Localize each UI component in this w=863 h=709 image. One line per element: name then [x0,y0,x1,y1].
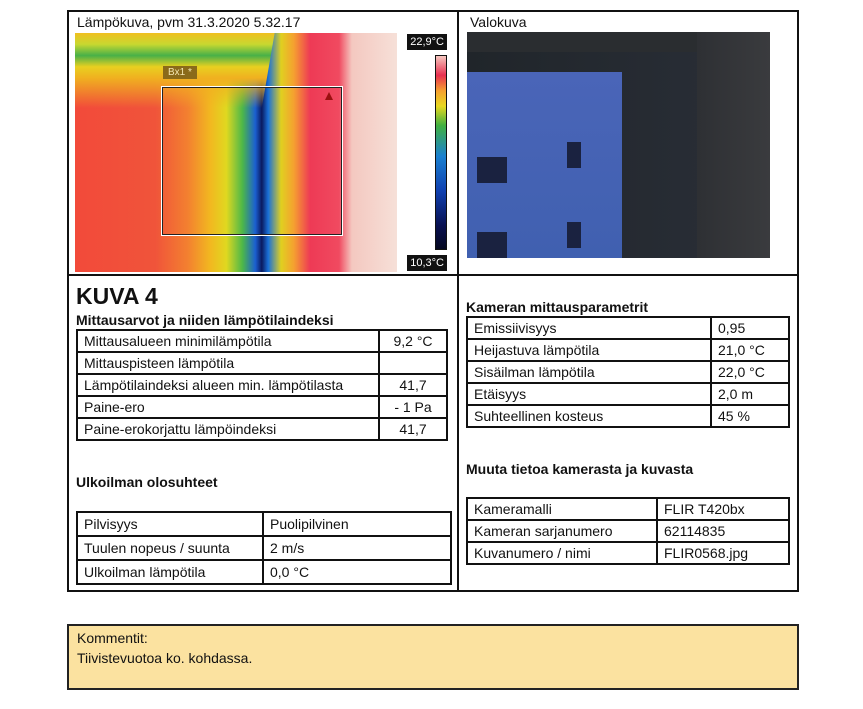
row-label: Kuvanumero / nimi [466,541,658,565]
table-row: Paine-erokorjattu lämpöindeksi 41,7 [76,417,448,441]
photo-wall [697,32,770,258]
thermal-title: Lämpökuva, pvm 31.3.2020 5.32.17 [77,14,301,30]
table-row: Paine-ero - 1 Pa [76,395,448,419]
table-row: Sisäilman lämpötila 22,0 °C [466,360,790,384]
photo-window-frame [467,32,770,52]
row-label: Mittauspisteen lämpötila [76,351,380,375]
row-value: 22,0 °C [710,360,790,384]
table-row: Mittausalueen minimilämpötila 9,2 °C [76,329,448,353]
camera-info-heading: Muuta tietoa kamerasta ja kuvasta [466,461,694,477]
scale-max-label: 22,9°C [407,34,447,50]
table-row: Pilvisyys Puolipilvinen [76,511,452,537]
measurements-heading: Mittausarvot ja niiden lämpötilaindeksi [76,312,334,328]
color-scale-bar [435,55,447,250]
table-row: Kameramalli FLIR T420bx [466,497,790,521]
report-frame [67,10,799,592]
row-value [378,351,448,375]
row-label: Paine-ero [76,395,380,419]
table-row: Lämpötilaindeksi alueen min. lämpötilast… [76,373,448,397]
comment-label: Kommentit: [77,630,148,646]
row-label: Pilvisyys [76,511,264,537]
measurement-box [161,86,343,236]
row-value: 0,0 °C [262,559,452,585]
row-label: Lämpötilaindeksi alueen min. lämpötilast… [76,373,380,397]
row-label: Kameramalli [466,497,658,521]
row-label: Heijastuva lämpötila [466,338,712,362]
table-row: Etäisyys 2,0 m [466,382,790,406]
measurements-table: Mittausalueen minimilämpötila 9,2 °C Mitt… [76,329,448,441]
outdoor-heading: Ulkoilman olosuhteet [76,474,218,490]
row-value: 62114835 [656,519,790,543]
row-label: Ulkoilman lämpötila [76,559,264,585]
row-value: 21,0 °C [710,338,790,362]
row-label: Sisäilman lämpötila [466,360,712,384]
scale-min-label: 10,3°C [407,255,447,271]
camera-info-table: Kameramalli FLIR T420bx Kameran sarjanume… [466,497,790,565]
photo-title: Valokuva [470,14,527,30]
figure-number: KUVA 4 [76,283,158,309]
min-temp-marker-icon [325,92,333,100]
row-label: Emissiivisyys [466,316,712,340]
measurement-box-label: Bx1 * [163,66,197,79]
row-label: Etäisyys [466,382,712,406]
table-row: Tuulen nopeus / suunta 2 m/s [76,535,452,561]
table-row: Suhteellinen kosteus 45 % [466,404,790,428]
table-row: Ulkoilman lämpötila 0,0 °C [76,559,452,585]
comment-text: Tiivistevuotoa ko. kohdassa. [77,650,253,666]
divider-horizontal [67,274,797,276]
row-label: Paine-erokorjattu lämpöindeksi [76,417,380,441]
table-row: Kameran sarjanumero 62114835 [466,519,790,543]
row-label: Mittausalueen minimilämpötila [76,329,380,353]
photo-image [467,32,770,258]
row-value: 41,7 [378,373,448,397]
divider-vertical [457,10,459,590]
row-value: 2 m/s [262,535,452,561]
row-value: FLIR T420bx [656,497,790,521]
table-row: Emissiivisyys 0,95 [466,316,790,340]
thermal-image [75,33,397,272]
row-label: Suhteellinen kosteus [466,404,712,428]
row-value: 2,0 m [710,382,790,406]
camera-params-table: Emissiivisyys 0,95 Heijastuva lämpötila 21… [466,316,790,428]
table-row: Kuvanumero / nimi FLIR0568.jpg [466,541,790,565]
row-label: Tuulen nopeus / suunta [76,535,264,561]
row-value: 45 % [710,404,790,428]
row-value: - 1 Pa [378,395,448,419]
outdoor-table: Pilvisyys Puolipilvinen Tuulen nopeus / s… [76,511,452,585]
row-value: 41,7 [378,417,448,441]
table-row: Heijastuva lämpötila 21,0 °C [466,338,790,362]
table-row: Mittauspisteen lämpötila [76,351,448,375]
row-value: FLIR0568.jpg [656,541,790,565]
comment-box: Kommentit: Tiivistevuotoa ko. kohdassa. [67,624,799,690]
camera-params-heading: Kameran mittausparametrit [466,299,649,315]
row-value: 0,95 [710,316,790,340]
row-value: 9,2 °C [378,329,448,353]
photo-building [467,72,622,258]
row-label: Kameran sarjanumero [466,519,658,543]
row-value: Puolipilvinen [262,511,452,537]
